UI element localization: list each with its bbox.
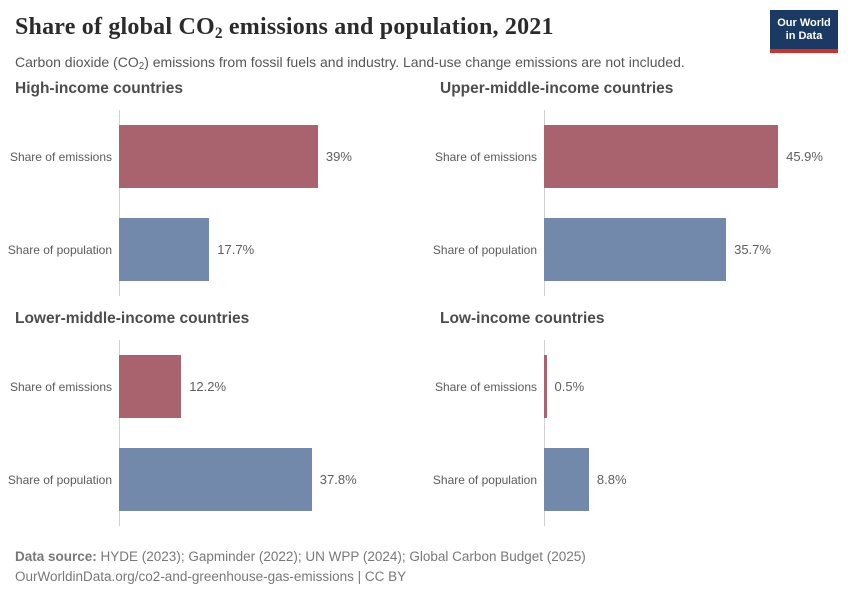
bar-row: Share of emissions 45.9% (425, 110, 850, 203)
facet-grid: High-income countries Share of emissions… (0, 78, 850, 538)
subtitle-subscript: 2 (138, 61, 145, 73)
population-bar[interactable] (119, 218, 210, 281)
bar-row: Share of population 35.7% (425, 203, 850, 296)
footer: Data source: HYDE (2023); Gapminder (202… (15, 547, 586, 587)
bar-value-label: 45.9% (786, 149, 823, 164)
bar-category-label: Share of population (432, 472, 537, 487)
bar-category-label: Share of population (432, 242, 537, 257)
data-source-label: Data source: (15, 549, 97, 564)
chart-subtitle: Carbon dioxide (CO2) emissions from foss… (15, 54, 685, 73)
bar-row: Share of emissions 0.5% (425, 340, 850, 433)
bar-category-label: Share of emissions (434, 149, 537, 164)
bar-category-label: Share of population (7, 242, 112, 257)
facet-chart: Share of emissions 0.5% Share of populat… (425, 340, 850, 526)
page-title: Share of global CO2 emissions and popula… (15, 14, 554, 43)
bar-row: Share of population 17.7% (0, 203, 425, 296)
facet-title: Upper-middle-income countries (440, 80, 674, 97)
bar-row: Share of emissions 12.2% (0, 340, 425, 433)
chart-subtitle-text: Carbon dioxide (CO (15, 54, 139, 70)
bar-row: Share of population 37.8% (0, 433, 425, 526)
emissions-bar[interactable] (544, 355, 547, 418)
bar-value-label: 39% (325, 149, 352, 164)
bar-track: 8.8% (544, 448, 850, 511)
facet-panel: Low-income countries Share of emissions … (425, 308, 850, 538)
bar-track: 12.2% (119, 355, 425, 418)
bar-value-label: 35.7% (734, 242, 771, 257)
bar-track: 0.5% (544, 355, 850, 418)
owid-logo-line1: Our World (777, 16, 831, 29)
population-bar[interactable] (544, 218, 727, 281)
bar-category-label: Share of population (7, 472, 112, 487)
data-source-line: Data source: HYDE (2023); Gapminder (202… (15, 547, 586, 567)
data-source-text: HYDE (2023); Gapminder (2022); UN WPP (2… (96, 549, 586, 564)
population-bar[interactable] (544, 448, 589, 511)
emissions-bar[interactable] (119, 355, 182, 418)
facet-chart: Share of emissions 12.2% Share of popula… (0, 340, 425, 526)
bar-value-label: 12.2% (189, 379, 227, 394)
bar-track: 37.8% (119, 448, 425, 511)
facet-title: High-income countries (15, 80, 183, 97)
title-subscript: 2 (214, 25, 223, 43)
page-title-rest: emissions and population, 2021 (222, 14, 554, 40)
bar-category-label: Share of emissions (9, 379, 112, 394)
y-axis-line (544, 110, 545, 296)
facet-chart: Share of emissions 39% Share of populati… (0, 110, 425, 296)
footer-link[interactable]: OurWorldinData.org/co2-and-greenhouse-ga… (15, 569, 407, 584)
emissions-bar[interactable] (544, 125, 779, 188)
bar-row: Share of population 8.8% (425, 433, 850, 526)
chart-subtitle-rest: ) emissions from fossil fuels and indust… (144, 54, 685, 70)
facet-panel: Lower-middle-income countries Share of e… (0, 308, 425, 538)
bar-category-label: Share of emissions (9, 149, 112, 164)
y-axis-line (119, 340, 120, 526)
owid-logo[interactable]: Our World in Data (770, 10, 838, 53)
bar-value-label: 17.7% (217, 242, 255, 257)
emissions-bar[interactable] (119, 125, 318, 188)
bar-track: 17.7% (119, 218, 425, 281)
population-bar[interactable] (119, 448, 312, 511)
owid-logo-line2: in Data (785, 29, 823, 42)
facet-title: Low-income countries (440, 310, 605, 327)
facet-chart: Share of emissions 45.9% Share of popula… (425, 110, 850, 296)
bar-value-label: 0.5% (554, 379, 585, 394)
facet-title: Lower-middle-income countries (15, 310, 250, 327)
bar-value-label: 8.8% (596, 472, 627, 487)
y-axis-line (544, 340, 545, 526)
bar-track: 39% (119, 125, 425, 188)
y-axis-line (119, 110, 120, 296)
bar-value-label: 37.8% (319, 472, 357, 487)
bar-category-label: Share of emissions (434, 379, 537, 394)
bar-track: 45.9% (544, 125, 850, 188)
page-title-text: Share of global CO (15, 14, 215, 40)
bar-track: 35.7% (544, 218, 850, 281)
facet-panel: High-income countries Share of emissions… (0, 78, 425, 308)
bar-row: Share of emissions 39% (0, 110, 425, 203)
facet-panel: Upper-middle-income countries Share of e… (425, 78, 850, 308)
